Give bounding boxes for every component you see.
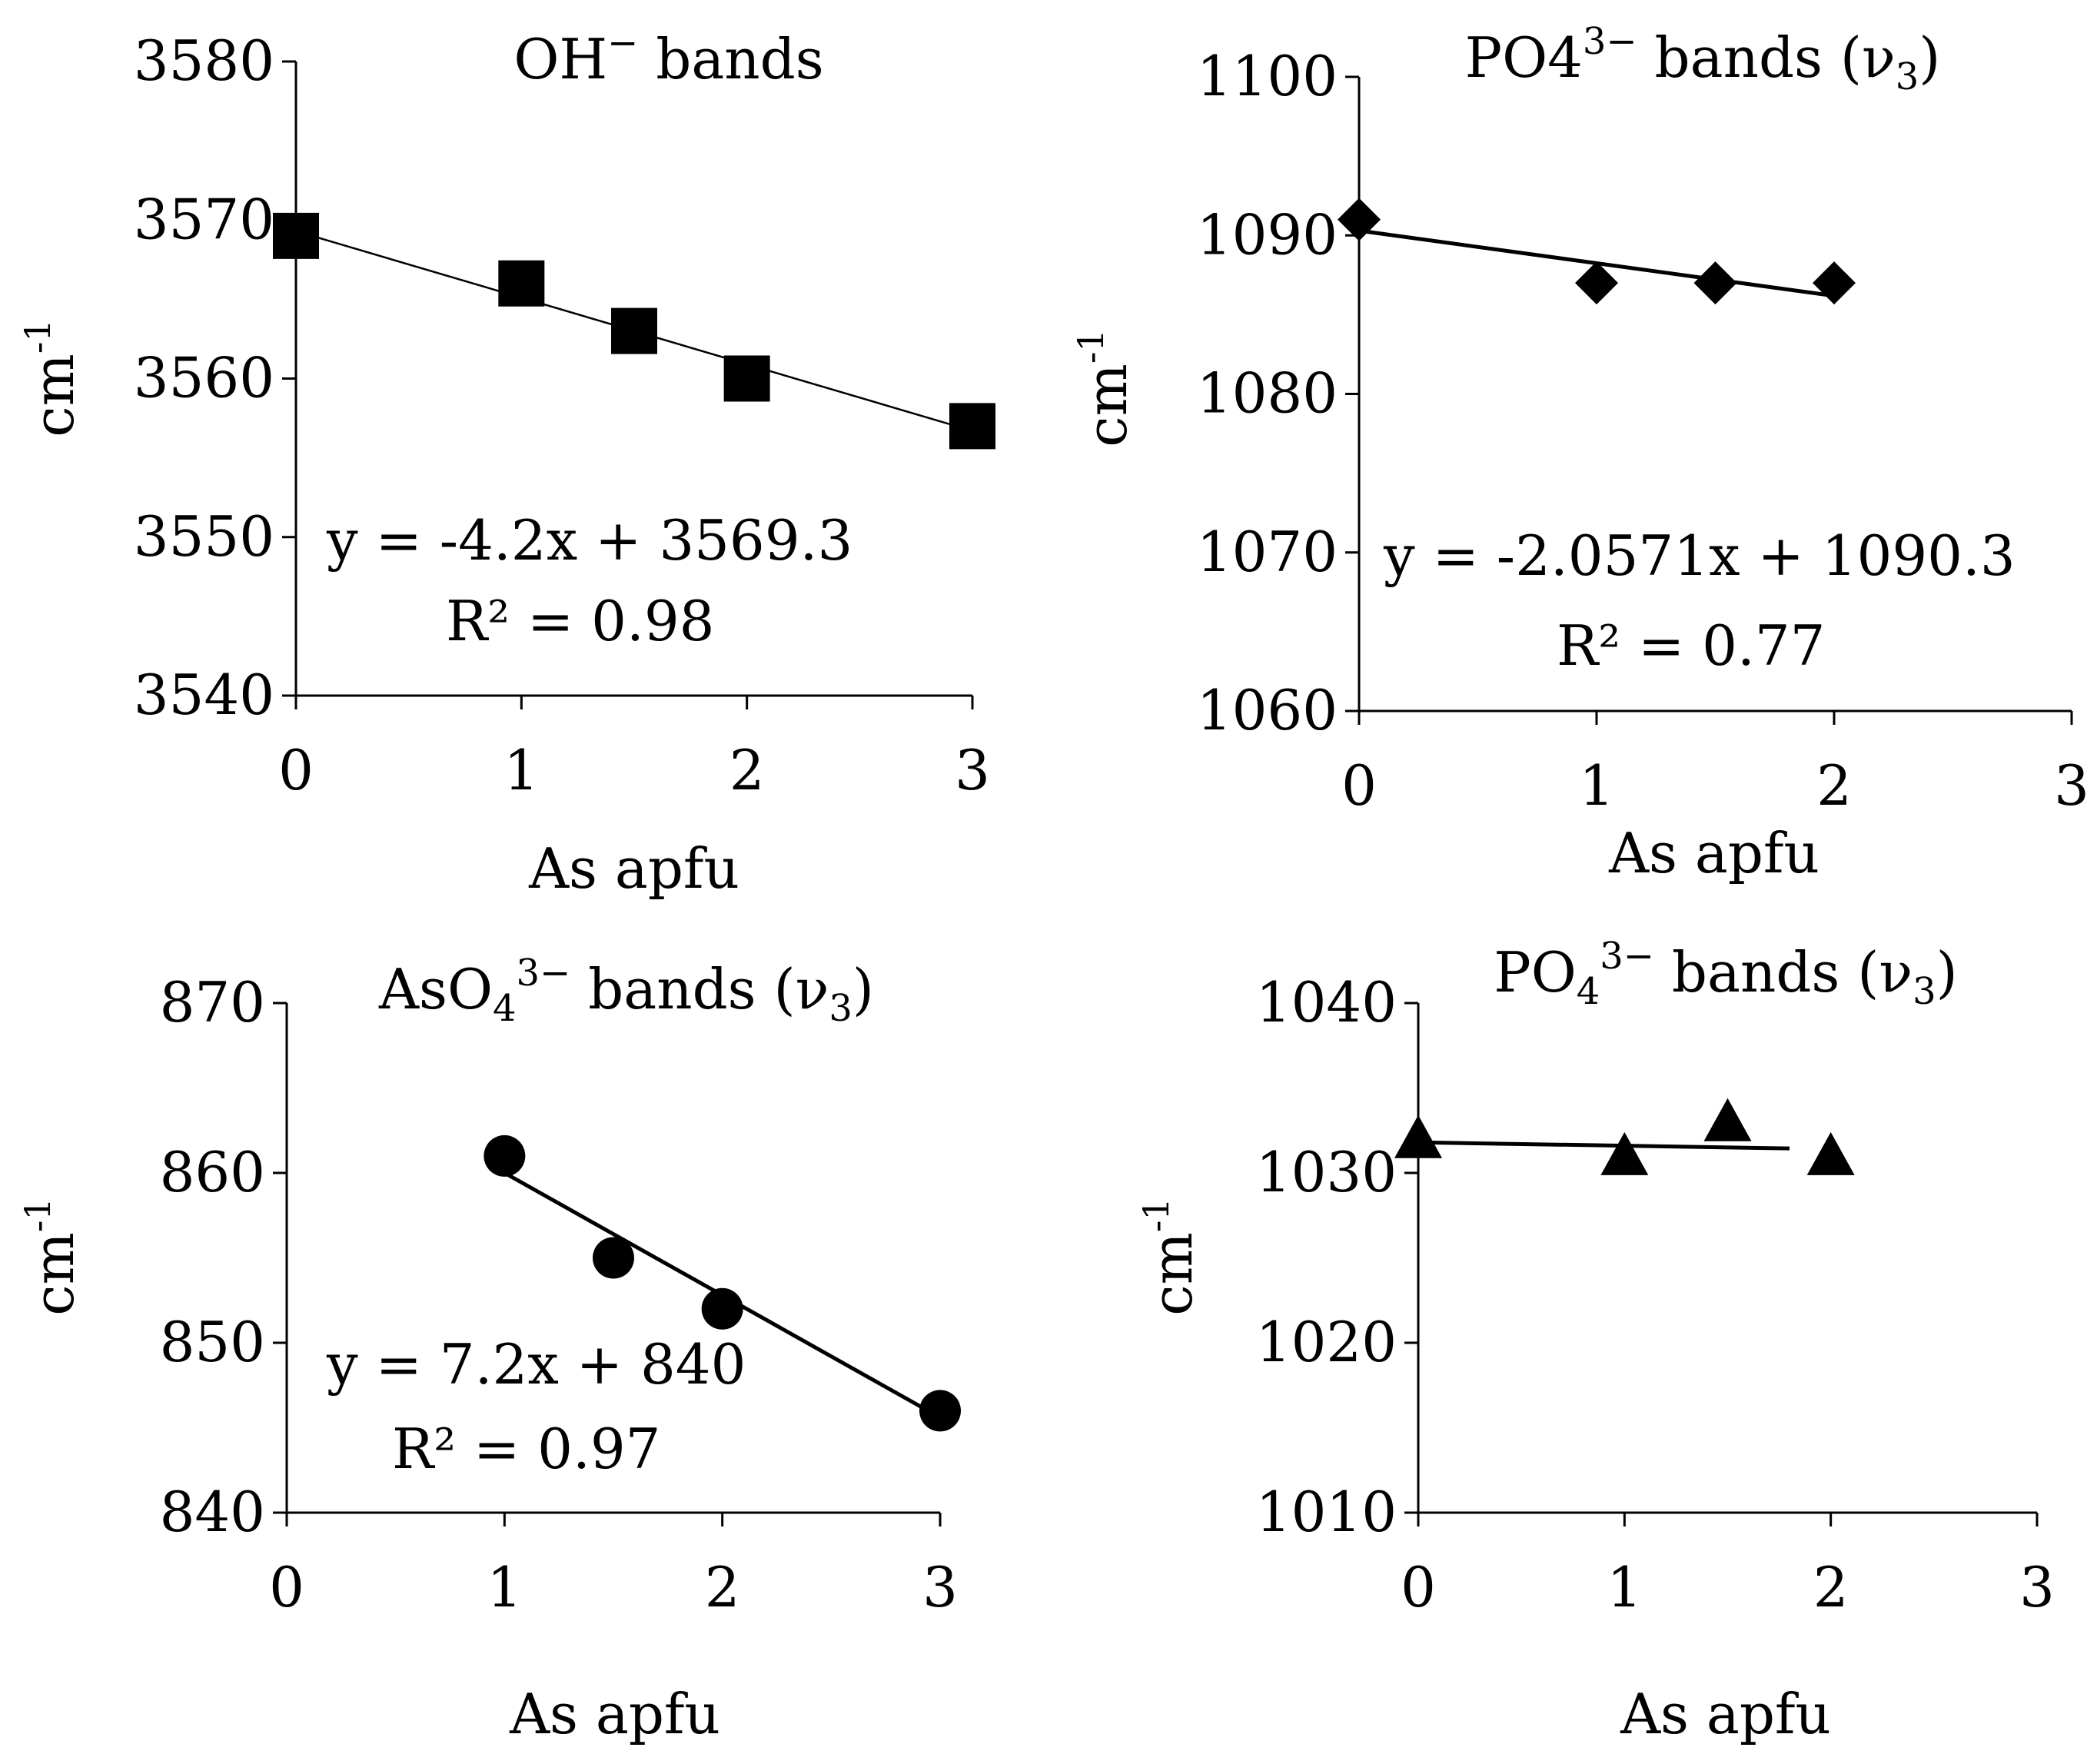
chart-1-xlabel: As apfu <box>1608 821 1820 885</box>
chart-3-point-0 <box>1394 1115 1442 1158</box>
chart-2-point-3 <box>919 1390 961 1432</box>
chart-1-point-3 <box>1813 261 1856 305</box>
chart-po4-bands-top: 1060 1070 1080 1090 1100 0 1 2 3 PO43− bands (ν3)… <box>1070 20 2089 885</box>
chart-2-point-1 <box>593 1237 634 1279</box>
chart-0-point-0 <box>273 212 319 259</box>
chart-3-point-2 <box>1703 1098 1752 1141</box>
chart-oh-bands: 3540 3550 3560 3570 3580 0 1 2 3 OH− bands cm-1 As … <box>17 22 995 901</box>
chart-1-xtick-label-0: 0 <box>1341 753 1377 818</box>
chart-1-ytick-label-3: 1090 <box>1197 202 1338 267</box>
chart-1-ytick-label-2: 1080 <box>1197 361 1338 426</box>
chart-2-ytick-label-2: 860 <box>160 1140 265 1204</box>
chart-2-ytick-label-1: 850 <box>160 1310 265 1374</box>
chart-1-ytick-label-1: 1070 <box>1197 520 1338 584</box>
chart-3-title: PO43− bands (ν3) <box>1494 935 1958 1013</box>
chart-0-point-3 <box>723 355 770 402</box>
chart-2-xtick-label-0: 0 <box>269 1555 304 1619</box>
chart-3-point-3 <box>1806 1131 1855 1175</box>
chart-1-ytick-label-4: 1100 <box>1197 44 1338 108</box>
chart-2-equation: y = 7.2x + 840 <box>326 1332 746 1397</box>
chart-3-ytick-label-2: 1030 <box>1256 1140 1397 1204</box>
chart-1-xtick-label-3: 3 <box>2054 753 2089 818</box>
chart-1-equation: y = -2.0571x + 1090.3 <box>1383 523 2016 588</box>
chart-2-point-0 <box>484 1134 526 1177</box>
chart-0-title: OH− bands <box>513 22 823 91</box>
chart-0-xtick-label-2: 2 <box>729 738 765 802</box>
chart-0-xtick-label-0: 0 <box>278 738 314 802</box>
chart-0-point-2 <box>611 307 657 354</box>
chart-3-xtick-label-1: 1 <box>1607 1555 1642 1619</box>
chart-0-point-1 <box>498 260 545 307</box>
chart-0-point-4 <box>949 403 995 450</box>
chart-aso4-bands: 840 850 860 870 0 1 2 3 AsO43− bands (ν3) cm-1 As … <box>17 952 961 1746</box>
chart-1-point-0 <box>1338 198 1381 241</box>
chart-0-xtick-label-3: 3 <box>955 738 990 802</box>
chart-0-xlabel: As apfu <box>528 836 739 901</box>
chart-1-ylabel: cm-1 <box>1070 329 1139 447</box>
chart-1-title: PO43− bands (ν3) <box>1465 20 1941 98</box>
chart-2-xtick-label-2: 2 <box>705 1555 740 1619</box>
chart-1-point-1 <box>1575 261 1618 305</box>
chart-2-ylabel: cm-1 <box>17 1198 86 1315</box>
chart-1-ytick-label-0: 1060 <box>1197 678 1338 742</box>
chart-0-ytick-label-4: 3580 <box>134 28 274 93</box>
chart-po4-bands-bottom: 1010 1020 1030 1040 0 1 2 3 PO43− bands (ν3) cm-1… <box>1135 935 2055 1746</box>
chart-2-xlabel: As apfu <box>509 1682 720 1746</box>
chart-3-ytick-label-3: 1040 <box>1256 970 1397 1035</box>
chart-2-ytick-label-0: 840 <box>160 1480 265 1544</box>
chart-3-point-1 <box>1600 1131 1649 1175</box>
chart-0-r2: R² = 0.98 <box>446 589 715 653</box>
chart-0-ytick-label-1: 3550 <box>134 504 274 569</box>
chart-3-xtick-label-3: 3 <box>2019 1555 2055 1619</box>
chart-2-xtick-label-3: 3 <box>922 1555 958 1619</box>
chart-2-title: AsO43− bands (ν3) <box>378 952 874 1030</box>
chart-1-r2: R² = 0.77 <box>1557 613 1826 678</box>
chart-3-xtick-label-0: 0 <box>1401 1555 1436 1619</box>
chart-2-ytick-label-3: 870 <box>160 970 265 1035</box>
chart-3-xlabel: As apfu <box>1620 1682 1831 1746</box>
chart-0-ytick-label-0: 3540 <box>134 663 274 727</box>
chart-1-xtick-label-1: 1 <box>1579 753 1614 818</box>
chart-3-ylabel: cm-1 <box>1135 1198 1205 1315</box>
chart-3-trendline <box>1417 1140 1790 1151</box>
chart-0-ytick-label-2: 3560 <box>134 346 274 410</box>
chart-0-ytick-label-3: 3570 <box>134 187 274 251</box>
chart-3-xtick-label-2: 2 <box>1813 1555 1849 1619</box>
chart-2-point-2 <box>701 1287 743 1330</box>
chart-0-ylabel: cm-1 <box>17 319 86 437</box>
chart-0-xtick-label-1: 1 <box>503 738 539 802</box>
chart-2-xtick-label-1: 1 <box>487 1555 522 1619</box>
chart-0-equation: y = -4.2x + 3569.3 <box>326 508 852 573</box>
chart-1-point-2 <box>1693 261 1737 305</box>
chart-3-ytick-label-1: 1020 <box>1256 1310 1397 1374</box>
chart-1-xtick-label-2: 2 <box>1816 753 1852 818</box>
chart-3-ytick-label-0: 1010 <box>1256 1480 1397 1544</box>
chart-2-r2: R² = 0.97 <box>392 1417 661 1481</box>
